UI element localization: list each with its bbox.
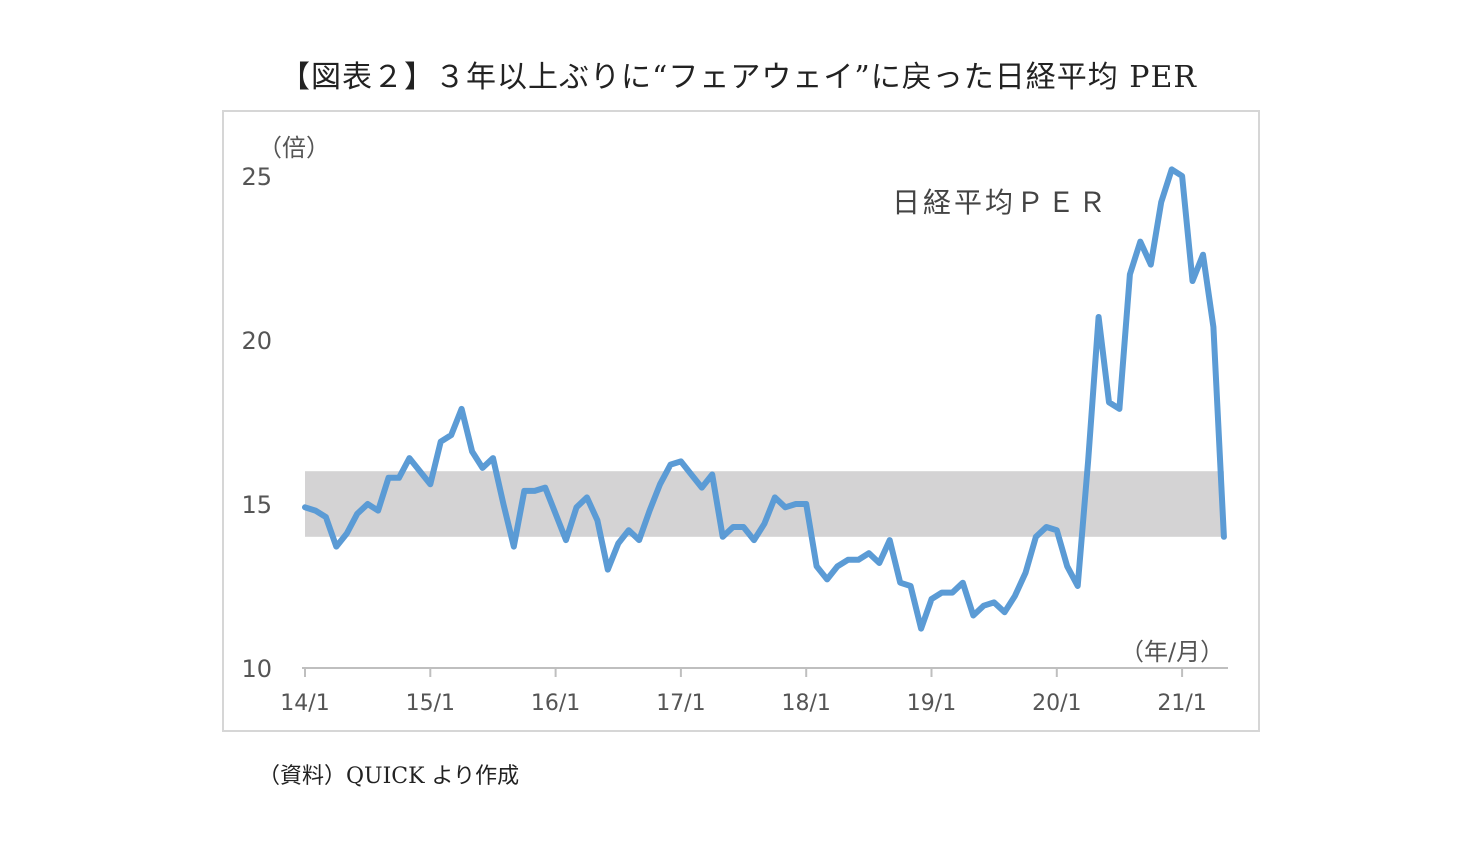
chart-frame: 14/1 15/1 16/1 17/1 18/1 19/1 20/1 21/1 10 15 20 25… [222,110,1260,732]
y-tick-label: 25 [241,163,272,191]
y-axis-unit-label: （倍） [258,134,330,162]
x-tick-label: 21/1 [1157,691,1206,716]
y-tick-label: 10 [241,655,272,683]
x-tick-label: 15/1 [406,691,455,716]
chart-title: 【図表２】３年以上ぶりに“フェアウェイ”に戻った日経平均 PER [280,60,1197,95]
x-tick-label: 16/1 [531,691,580,716]
y-tick-label: 20 [241,327,272,355]
series-label: 日経平均ＰＥＲ [892,186,1109,219]
x-tick-label: 14/1 [280,691,329,716]
x-axis-unit-label: （年/月） [1120,638,1224,666]
x-tick-label: 18/1 [781,691,830,716]
x-tick-label: 19/1 [907,691,956,716]
y-tick-label: 15 [241,491,272,519]
source-note: （資料）QUICK より作成 [258,764,520,789]
chart-plot: 14/1 15/1 16/1 17/1 18/1 19/1 20/1 21/1 10 15 20 25… [241,134,1228,716]
series-line-per [302,166,1227,632]
x-tick-label: 20/1 [1032,691,1081,716]
x-tick-label: 17/1 [656,691,705,716]
